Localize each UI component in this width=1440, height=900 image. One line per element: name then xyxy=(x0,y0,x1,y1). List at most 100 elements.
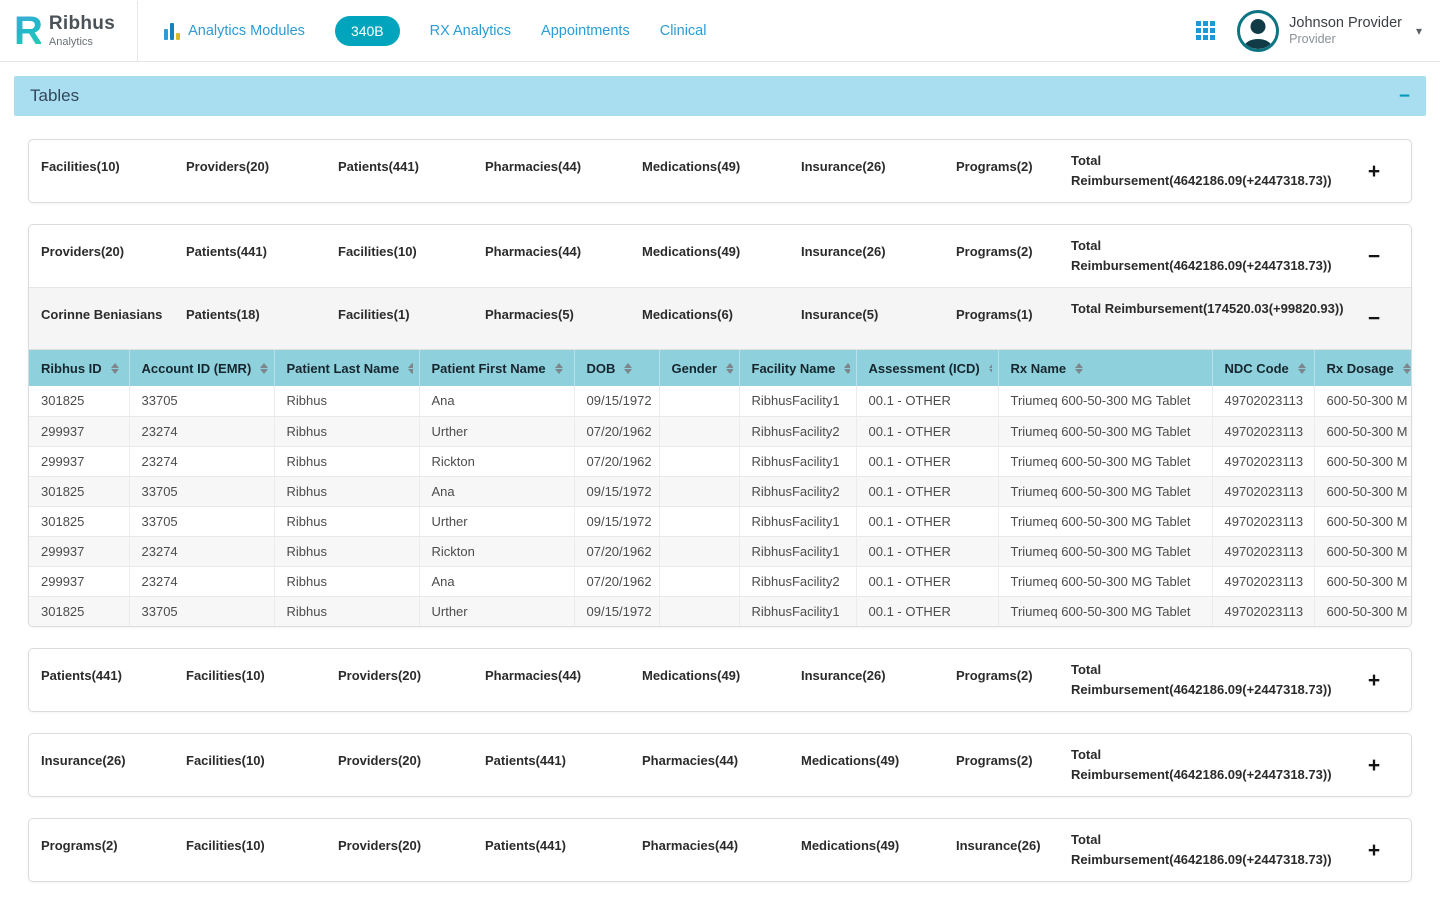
sort-icon xyxy=(554,362,563,374)
section-collapse-icon[interactable]: − xyxy=(1398,85,1410,107)
column-dob[interactable]: DOB xyxy=(574,350,660,386)
table-cell: 09/15/1972 xyxy=(574,386,660,416)
column-facility[interactable]: Facility Name xyxy=(739,350,857,386)
accordion-facilities-header[interactable]: Facilities(10) Providers(20) Patients(44… xyxy=(29,140,1411,202)
table-row: 299937 23274 Ribhus Urther 07/20/1962 RibhusF… xyxy=(29,415,1411,446)
column-assessment[interactable]: Assessment (ICD) xyxy=(856,350,999,386)
accordion-insurance-header[interactable]: Insurance(26) Facilities(10) Providers(2… xyxy=(29,734,1411,796)
column-first-name[interactable]: Patient First Name xyxy=(419,350,575,386)
table-cell: 299937 xyxy=(29,565,130,596)
table-cell: Triumeq 600-50-300 MG Tablet xyxy=(998,445,1213,476)
table-cell: Triumeq 600-50-300 MG Tablet xyxy=(998,505,1213,536)
column-last-name[interactable]: Patient Last Name xyxy=(274,350,420,386)
column-rx-dosage[interactable]: Rx Dosage xyxy=(1314,350,1411,386)
table-cell: Ribhus xyxy=(274,386,420,416)
table-cell: 301825 xyxy=(29,595,130,626)
summary-item: Patients(441) xyxy=(485,838,566,853)
accordion-providers-header[interactable]: Providers(20) Patients(441) Facilities(1… xyxy=(29,225,1411,287)
nav-appointments[interactable]: Appointments xyxy=(541,22,630,39)
user-name: Johnson Provider xyxy=(1289,14,1402,31)
summary-item: Pharmacies(44) xyxy=(485,244,582,259)
table-cell: Triumeq 600-50-300 MG Tablet xyxy=(998,475,1213,506)
total-reimbursement: Total Reimbursement(4642186.09(+2447318.… xyxy=(1071,238,1332,274)
summary-item: Patients(441) xyxy=(338,159,419,174)
table-row: 301825 33705 Ribhus Ana 09/15/1972 RibhusFaci… xyxy=(29,475,1411,506)
nav-rx-analytics[interactable]: RX Analytics xyxy=(429,22,512,39)
table-cell: 299937 xyxy=(29,535,130,566)
expand-icon[interactable]: + xyxy=(1367,753,1381,777)
expand-icon[interactable]: + xyxy=(1367,838,1381,862)
table-cell: 600-50-300 M xyxy=(1314,386,1411,416)
table-cell: Triumeq 600-50-300 MG Tablet xyxy=(998,535,1213,566)
column-account-id[interactable]: Account ID (EMR) xyxy=(129,350,275,386)
sort-icon xyxy=(1075,362,1084,374)
table-cell: RibhusFacility1 xyxy=(739,505,857,536)
collapse-icon[interactable]: − xyxy=(1367,244,1381,268)
summary-item: Pharmacies(44) xyxy=(642,753,739,768)
summary-item: Facilities(10) xyxy=(186,668,265,683)
table-cell xyxy=(659,565,740,596)
table-cell: 49702023113 xyxy=(1212,505,1315,536)
apps-grid-icon[interactable] xyxy=(1196,21,1216,40)
column-rx-name[interactable]: Rx Name xyxy=(998,350,1213,386)
provider-subrow-corinne[interactable]: Corinne Beniasians Patients(18) Faciliti… xyxy=(29,287,1411,349)
table-cell: RibhusFacility2 xyxy=(739,565,857,596)
table-cell: Rickton xyxy=(419,535,575,566)
column-gender[interactable]: Gender xyxy=(659,350,740,386)
table-cell: 33705 xyxy=(129,505,275,536)
collapse-icon[interactable]: − xyxy=(1367,307,1381,330)
sort-icon xyxy=(408,362,413,374)
table-cell: 00.1 - OTHER xyxy=(856,505,999,536)
table-cell: 09/15/1972 xyxy=(574,475,660,506)
table-cell: 600-50-300 M xyxy=(1314,565,1411,596)
summary-item: Patients(441) xyxy=(186,244,267,259)
table-cell: RibhusFacility1 xyxy=(739,386,857,416)
main-nav: Analytics Modules 340B RX Analytics Appo… xyxy=(164,15,707,46)
expand-icon[interactable]: + xyxy=(1367,668,1381,692)
table-cell: Ribhus xyxy=(274,415,420,446)
accordion-patients-header[interactable]: Patients(441) Facilities(10) Providers(2… xyxy=(29,649,1411,711)
summary-item: Programs(2) xyxy=(956,668,1033,683)
nav-clinical[interactable]: Clinical xyxy=(659,22,707,39)
summary-item: Patients(441) xyxy=(41,668,122,683)
summary-item: Medications(49) xyxy=(801,753,900,768)
summary-item: Providers(20) xyxy=(338,753,422,768)
user-avatar xyxy=(1237,9,1280,52)
summary-item: Facilities(10) xyxy=(186,753,265,768)
column-ndc-code[interactable]: NDC Code xyxy=(1212,350,1315,386)
tables-section-bar[interactable]: Tables − xyxy=(14,76,1426,116)
nav-analytics-modules-label: Analytics Modules xyxy=(188,22,305,39)
brand-subtitle: Analytics xyxy=(48,36,93,48)
summary-item: Programs(2) xyxy=(956,753,1033,768)
table-cell xyxy=(659,445,740,476)
nav-340b-pill[interactable]: 340B xyxy=(334,15,400,46)
ribhus-logo-icon: R xyxy=(14,8,43,53)
expand-icon[interactable]: + xyxy=(1367,159,1381,183)
chevron-down-icon[interactable]: ▾ xyxy=(1415,23,1422,38)
table-cell xyxy=(659,535,740,566)
sort-icon xyxy=(726,362,733,374)
table-cell: Rickton xyxy=(419,445,575,476)
table-cell: 49702023113 xyxy=(1212,445,1315,476)
table-cell: 33705 xyxy=(129,386,275,416)
accordion-facilities: Facilities(10) Providers(20) Patients(44… xyxy=(28,139,1412,203)
summary-item: Medications(49) xyxy=(801,838,900,853)
accordion-insurance: Insurance(26) Facilities(10) Providers(2… xyxy=(28,733,1412,797)
summary-item: Medications(49) xyxy=(642,244,741,259)
table-cell: 49702023113 xyxy=(1212,475,1315,506)
table-cell: 23274 xyxy=(129,445,275,476)
summary-item: Facilities(10) xyxy=(41,159,120,174)
table-cell: 07/20/1962 xyxy=(574,445,660,476)
table-cell: 49702023113 xyxy=(1212,595,1315,626)
sort-icon xyxy=(260,362,268,374)
table-row: 301825 33705 Ribhus Urther 09/15/1972 RibhusF… xyxy=(29,505,1411,536)
table-cell: 301825 xyxy=(29,505,130,536)
summary-item: Medications(49) xyxy=(642,668,741,683)
table-cell: 600-50-300 M xyxy=(1314,475,1411,506)
table-cell: RibhusFacility2 xyxy=(739,475,857,506)
table-cell: 00.1 - OTHER xyxy=(856,475,999,506)
accordion-programs-header[interactable]: Programs(2) Facilities(10) Providers(20)… xyxy=(29,819,1411,881)
user-menu[interactable]: Johnson Provider Provider ▾ xyxy=(1237,9,1422,52)
column-ribhus-id[interactable]: Ribhus ID xyxy=(29,350,130,386)
nav-analytics-modules[interactable]: Analytics Modules xyxy=(164,22,305,40)
